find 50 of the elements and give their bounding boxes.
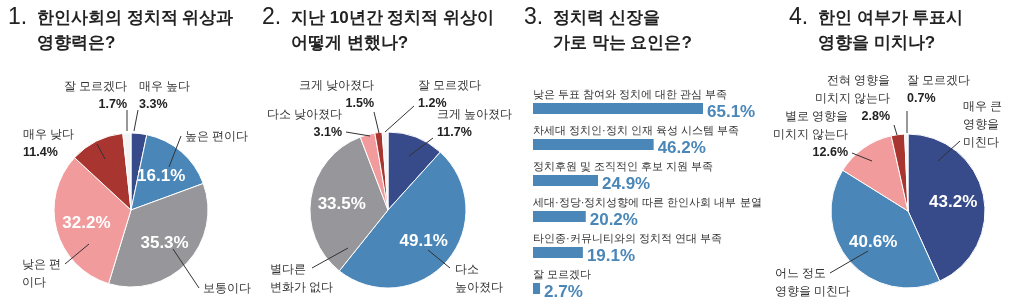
data-label: 20.2% (589, 210, 638, 229)
data-label: 1.7% (98, 97, 127, 111)
data-label: 12.6% (812, 145, 848, 159)
data-label: 49.1% (399, 231, 448, 251)
data-label: 2.7% (544, 282, 583, 301)
slice-label: 별로 영향을 미치지 않는다 (772, 109, 848, 141)
y-tick-label: 정치후원 및 조직적인 후보 지원 부족 (533, 160, 714, 172)
chart-title: 2. 지난 10년간 정치적 위상이 어떻게 변했나? (262, 3, 495, 52)
data-label: 1.2% (418, 96, 447, 110)
data-label: 2.8% (861, 109, 890, 123)
slice-label: 별다른 변화가 없다 (270, 262, 334, 294)
data-label: 3.3% (139, 97, 168, 111)
data-label: 0.7% (907, 91, 936, 105)
data-label: 1.5% (345, 96, 374, 110)
data-label: 33.5% (317, 193, 366, 213)
slice-label: 잘 모르겠다 (418, 78, 482, 92)
slice-label: 다소 높아졌다 (455, 262, 503, 294)
data-label: 16.1% (137, 166, 186, 186)
slice-label: 보통이다 (203, 281, 251, 295)
slice-label: 어느 정도 영향을 미친다 (775, 266, 851, 298)
data-label: 35.3% (140, 232, 189, 252)
y-tick-label: 세대·정당·정치성향에 따른 한인사회 내부 분열 (533, 196, 762, 208)
y-tick-label: 낮은 투표 참여와 정치에 대한 관심 부족 (533, 88, 728, 100)
chart-title: 4. 한인 여부가 투표시 영향을 미치나? (789, 3, 964, 52)
slice-label: 매우 낮다 (23, 127, 75, 141)
slice-label: 크게 낮아졌다 (298, 78, 374, 92)
data-label: 46.2% (657, 138, 706, 157)
slice-label: 잘 모르겠다 (907, 73, 971, 87)
slice-label: 매우 높다 (139, 79, 191, 93)
chart-title: 3. 정치력 신장을 가로 막는 요인은? (524, 3, 692, 52)
data-label: 24.9% (602, 174, 651, 193)
y-tick-label: 타인종·커뮤니티와의 정치적 연대 부족 (533, 232, 722, 244)
slice-label: 크게 높아졌다 (437, 107, 513, 121)
slice-label: 매우 큰 영향을 미친다 (963, 99, 1003, 149)
chart-title: 1. 한인사회의 정치적 위상과 영향력은? (8, 3, 234, 52)
slice-label: 다소 낮아졌다 (266, 107, 342, 121)
data-label: 3.1% (313, 125, 342, 139)
data-label: 11.4% (23, 145, 58, 159)
slice-label: 전혀 영향을 미치지 않는다 (814, 73, 890, 105)
y-tick-label: 차세대 정치인·정치 인재 육성 시스템 부족 (533, 124, 739, 136)
data-label: 32.2% (62, 213, 111, 233)
data-label: 43.2% (929, 192, 978, 212)
slice-label: 낮은 편 이다 (22, 257, 62, 289)
y-tick-label: 잘 모르겠다 (533, 268, 592, 280)
data-label: 65.1% (707, 102, 756, 121)
slice-label: 잘 모르겠다 (63, 79, 127, 93)
data-label: 40.6% (849, 232, 898, 252)
data-label: 11.7% (437, 125, 472, 139)
data-label: 19.1% (586, 246, 636, 265)
slice-label: 높은 편이다 (185, 129, 249, 143)
